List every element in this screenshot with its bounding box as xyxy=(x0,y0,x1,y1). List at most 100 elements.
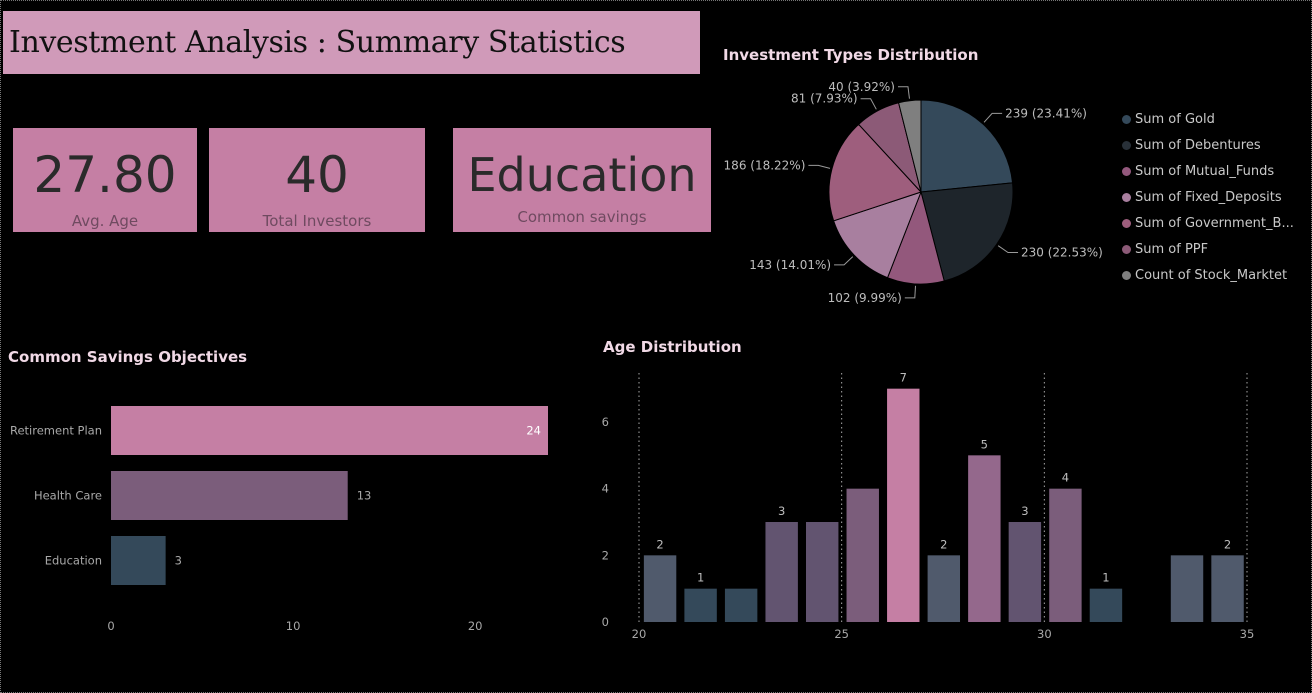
pie-leader-line xyxy=(897,86,910,99)
card-total-investors-value: 40 xyxy=(285,146,349,204)
hbar-value-label: 13 xyxy=(357,489,372,503)
age-data-label: 2 xyxy=(1224,537,1231,551)
age-x-tick: 35 xyxy=(1240,627,1255,641)
hbar-x-tick: 10 xyxy=(286,619,301,633)
card-avg-age-label: Avg. Age xyxy=(71,212,139,230)
pie-slice-sum-of-gold[interactable] xyxy=(920,99,1014,193)
age-y-tick: 2 xyxy=(602,548,609,562)
hbar-education[interactable] xyxy=(111,536,166,585)
pie-data-label: 239 (23.41%) xyxy=(1005,106,1087,120)
pie-leader-line xyxy=(860,98,877,110)
age-data-label: 7 xyxy=(900,371,907,385)
age-x-tick: 30 xyxy=(1037,627,1052,641)
savings-objectives-bar-chart[interactable]: Retirement Plan 24 Health Care 13 Education 3… xyxy=(0,380,580,640)
legend-label: Sum of Mutual_Funds xyxy=(1135,163,1275,179)
age-data-label: 1 xyxy=(1102,571,1109,585)
legend-dot xyxy=(1122,270,1131,280)
legend-label: Count of Stock_Marktet xyxy=(1135,267,1288,283)
legend-label: Sum of Government_B... xyxy=(1135,215,1294,231)
age-bar-21[interactable] xyxy=(643,555,677,622)
pie-leader-line xyxy=(834,256,854,266)
hbar-value-label: 24 xyxy=(526,424,541,438)
legend-item[interactable]: Sum of Fixed_Deposits xyxy=(1122,184,1294,210)
legend-label: Sum of PPF xyxy=(1135,241,1209,257)
age-bar-31[interactable] xyxy=(1049,488,1082,622)
age-x-tick: 20 xyxy=(632,627,647,641)
pie-slice-sum-of-government-b[interactable] xyxy=(828,123,922,222)
age-y-tick: 4 xyxy=(602,482,609,496)
card-avg-age-value: 27.80 xyxy=(33,146,177,204)
age-bar-28[interactable] xyxy=(927,555,961,622)
age-data-label: 5 xyxy=(981,437,988,451)
pie-leader-line xyxy=(997,245,1019,254)
legend-item[interactable]: Sum of Mutual_Funds xyxy=(1122,158,1294,184)
hbar-category-label: Retirement Plan xyxy=(10,424,102,438)
age-y-tick: 0 xyxy=(602,615,609,629)
legend-dot xyxy=(1122,244,1131,254)
pie-slice-sum-of-fixed-deposits[interactable] xyxy=(832,191,922,279)
age-bar-27[interactable] xyxy=(887,388,920,622)
legend-item[interactable]: Sum of PPF xyxy=(1122,236,1294,262)
age-bar-30[interactable] xyxy=(1008,522,1042,622)
age-x-tick: 25 xyxy=(834,627,849,641)
hbar-value-label: 3 xyxy=(175,554,182,568)
age-bar-35[interactable] xyxy=(1211,555,1244,622)
age-bar-29[interactable] xyxy=(968,455,1001,622)
age-bar-26[interactable] xyxy=(846,488,879,622)
legend-dot xyxy=(1122,218,1131,228)
age-data-label: 3 xyxy=(778,504,785,518)
age-y-tick: 6 xyxy=(602,415,609,429)
pie-leader-line xyxy=(808,164,831,169)
card-common-savings-value: Education xyxy=(467,148,697,202)
legend-dot xyxy=(1122,192,1131,202)
legend-item[interactable]: Sum of Government_B... xyxy=(1122,210,1294,236)
age-bar-32[interactable] xyxy=(1089,588,1123,622)
pie-data-label: 186 (18.22%) xyxy=(724,158,806,172)
age-bar-34[interactable] xyxy=(1170,555,1204,622)
legend-dot xyxy=(1122,166,1131,176)
age-bar-25[interactable] xyxy=(805,522,839,622)
savings-objectives-title: Common Savings Objectives xyxy=(8,348,248,366)
pie-slice-count-of-stock-marktet[interactable] xyxy=(897,99,922,193)
card-total-investors-label: Total Investors xyxy=(262,212,372,230)
legend-label: Sum of Gold xyxy=(1135,111,1215,127)
hbar-x-tick: 20 xyxy=(468,619,483,633)
title-banner: Investment Analysis : Summary Statistics xyxy=(3,11,700,74)
legend-dot xyxy=(1122,140,1131,150)
pie-data-label: 230 (22.53%) xyxy=(1021,246,1103,260)
age-bar-23[interactable] xyxy=(724,588,758,622)
card-common-savings[interactable]: Education Common savings xyxy=(453,128,711,232)
pie-leader-line xyxy=(983,112,1003,123)
hbar-category-label: Health Care xyxy=(34,489,102,503)
pie-data-label: 40 (3.92%) xyxy=(828,80,895,94)
card-avg-age[interactable]: 27.80 Avg. Age xyxy=(13,128,197,232)
hbar-health-care[interactable] xyxy=(111,471,348,520)
pie-legend: Sum of Gold Sum of Debentures Sum of Mutua… xyxy=(1122,106,1294,288)
legend-dot xyxy=(1122,114,1131,124)
legend-label: Sum of Fixed_Deposits xyxy=(1135,189,1282,205)
age-data-label: 2 xyxy=(940,537,947,551)
age-data-label: 2 xyxy=(656,537,663,551)
card-total-investors[interactable]: 40 Total Investors xyxy=(209,128,425,232)
pie-data-label: 143 (14.01%) xyxy=(749,258,831,272)
pie-data-label: 102 (9.99%) xyxy=(828,291,902,305)
hbar-category-label: Education xyxy=(45,554,102,568)
age-data-label: 1 xyxy=(697,571,704,585)
age-bar-22[interactable] xyxy=(684,588,717,622)
pie-slice-sum-of-debentures[interactable] xyxy=(920,182,1014,282)
pie-leader-line xyxy=(904,285,917,299)
pie-chart-title: Investment Types Distribution xyxy=(723,46,979,64)
hbar-retirement-plan[interactable] xyxy=(111,406,548,455)
legend-label: Sum of Debentures xyxy=(1135,137,1261,153)
page-title: Investment Analysis : Summary Statistics xyxy=(9,25,626,60)
card-common-savings-label: Common savings xyxy=(517,208,647,226)
age-bar-24[interactable] xyxy=(765,522,798,622)
legend-item[interactable]: Sum of Gold xyxy=(1122,106,1294,132)
legend-item[interactable]: Count of Stock_Marktet xyxy=(1122,262,1294,288)
legend-item[interactable]: Sum of Debentures xyxy=(1122,132,1294,158)
age-data-label: 3 xyxy=(1021,504,1028,518)
age-distribution-title: Age Distribution xyxy=(603,338,742,356)
age-data-label: 4 xyxy=(1062,471,1069,485)
